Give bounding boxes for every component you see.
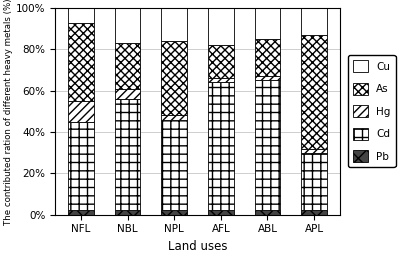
- Bar: [161, 210, 187, 215]
- Bar: [301, 153, 327, 210]
- Bar: [301, 35, 327, 149]
- Bar: [161, 115, 187, 120]
- Bar: [68, 8, 94, 23]
- Bar: [115, 99, 140, 210]
- Bar: [255, 39, 280, 76]
- Bar: [161, 120, 187, 210]
- X-axis label: Land uses: Land uses: [168, 240, 227, 253]
- Bar: [255, 8, 280, 39]
- Bar: [301, 210, 327, 215]
- Bar: [68, 122, 94, 210]
- Bar: [208, 8, 234, 45]
- Bar: [68, 101, 94, 122]
- Bar: [161, 41, 187, 115]
- Bar: [301, 149, 327, 153]
- Bar: [255, 80, 280, 210]
- Bar: [301, 8, 327, 35]
- Bar: [208, 210, 234, 215]
- Bar: [115, 8, 140, 43]
- Bar: [208, 78, 234, 82]
- Bar: [115, 210, 140, 215]
- Bar: [208, 45, 234, 78]
- Bar: [208, 82, 234, 210]
- Bar: [68, 23, 94, 101]
- Bar: [68, 210, 94, 215]
- Bar: [161, 8, 187, 41]
- Bar: [115, 89, 140, 99]
- Legend: Cu, As, Hg, Cd, Pb: Cu, As, Hg, Cd, Pb: [348, 55, 396, 168]
- Bar: [255, 210, 280, 215]
- Bar: [115, 43, 140, 89]
- Y-axis label: The contributed ration of different heavy metals (%): The contributed ration of different heav…: [4, 0, 13, 225]
- Bar: [255, 76, 280, 80]
